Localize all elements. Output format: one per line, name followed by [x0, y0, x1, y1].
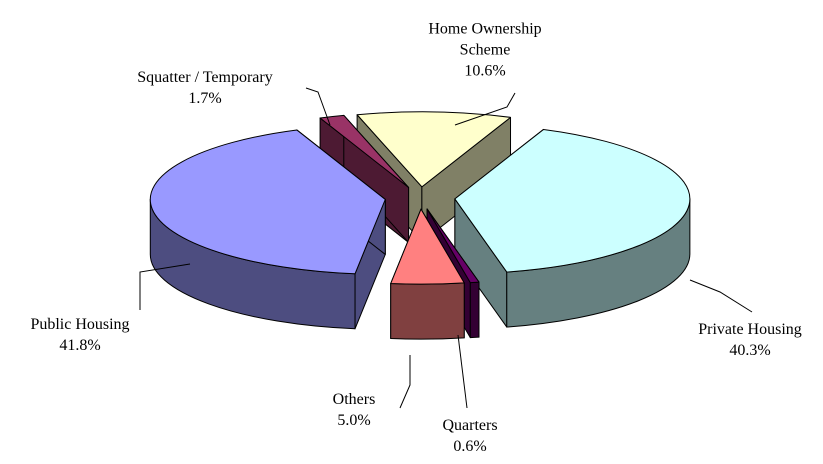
- slice-category: Private Housing: [698, 321, 802, 338]
- slice-outer-wall: [390, 282, 465, 340]
- leader-line: [457, 334, 468, 409]
- pie-slice: [390, 208, 465, 340]
- slice-label: Squatter / Temporary 1.7%: [105, 67, 305, 109]
- leader-line: [305, 87, 331, 126]
- pie-slice: [149, 129, 386, 330]
- pie-slice: [319, 114, 410, 243]
- pie-slice: [454, 128, 691, 328]
- slice-top: [426, 208, 480, 284]
- slice-category: Others: [332, 391, 376, 408]
- slice-outer-wall: [469, 281, 480, 339]
- slice-label: Quarters 0.6%: [410, 415, 530, 457]
- slice-label: Public Housing 41.8%: [0, 314, 170, 356]
- slice-label: Others 5.0%: [294, 389, 414, 431]
- slice-category: Home Ownership Scheme: [428, 20, 542, 59]
- leader-line: [689, 279, 753, 313]
- slice-top: [454, 128, 691, 273]
- slice-top: [319, 114, 410, 188]
- slice-category: Squatter / Temporary: [137, 69, 273, 86]
- slice-top: [356, 111, 512, 188]
- slice-value-label: 10.6%: [464, 62, 506, 80]
- slice-top: [390, 208, 465, 285]
- slice-value-label: 1.7%: [188, 90, 222, 107]
- slice-value-label: 40.3%: [729, 342, 771, 359]
- leader-line: [399, 355, 411, 409]
- leader-line: [454, 92, 516, 126]
- leader-line: [139, 263, 191, 310]
- slice-value-label: 5.0%: [337, 412, 371, 429]
- slice-label: Home Ownership Scheme 10.6%: [420, 19, 550, 82]
- slice-top: [149, 129, 386, 275]
- slice-label: Private Housing 40.3%: [660, 319, 823, 361]
- slice-category: Public Housing: [30, 316, 130, 333]
- slice-category: Quarters: [442, 417, 498, 434]
- slice-value-label: 0.6%: [453, 438, 487, 455]
- slice-value-label: 41.8%: [59, 337, 101, 354]
